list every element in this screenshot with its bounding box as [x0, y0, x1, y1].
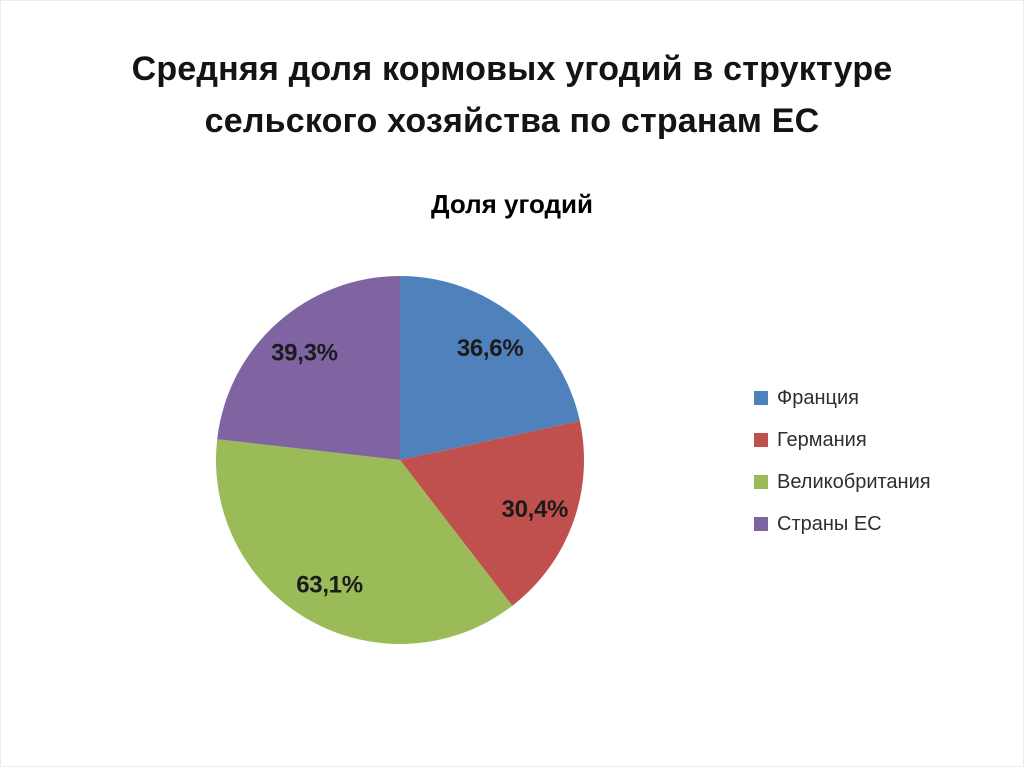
- legend-label: Великобритания: [777, 470, 931, 493]
- pie-slice-1: [400, 421, 585, 606]
- pie-value-label-0: 36,6%: [457, 335, 524, 362]
- legend-color-swatch-icon: [754, 517, 768, 531]
- legend-label: Страны ЕС: [777, 512, 882, 535]
- pie-slice-0: [400, 276, 580, 460]
- pie-slice-2: [216, 439, 513, 644]
- legend-item-1: Германия: [754, 419, 931, 461]
- page-title-line-2: сельского хозяйства по странам ЕС: [204, 102, 820, 140]
- chart-legend: Франция Германия Великобритания Страны ЕС: [754, 377, 931, 545]
- pie-value-label-2: 63,1%: [296, 572, 363, 599]
- legend-color-swatch-icon: [754, 475, 768, 489]
- legend-item-0: Франция: [754, 377, 931, 419]
- legend-label: Франция: [777, 386, 859, 409]
- page-title-line-1: Средняя доля кормовых угодий в структуре: [131, 50, 893, 88]
- page-title: Средняя доля кормовых угодий в структуре…: [61, 43, 963, 147]
- pie-value-label-3: 39,3%: [271, 339, 338, 366]
- legend-item-2: Великобритания: [754, 461, 931, 503]
- pie-value-label-1: 30,4%: [502, 496, 569, 523]
- legend-label: Германия: [777, 428, 867, 451]
- legend-item-3: Страны ЕС: [754, 503, 931, 545]
- legend-color-swatch-icon: [754, 391, 768, 405]
- chart-title: Доля угодий: [431, 189, 593, 219]
- legend-color-swatch-icon: [754, 433, 768, 447]
- pie-slice-3: [217, 276, 400, 460]
- pie-chart: 36,6% 30,4% 63,1% 39,3%: [216, 276, 585, 644]
